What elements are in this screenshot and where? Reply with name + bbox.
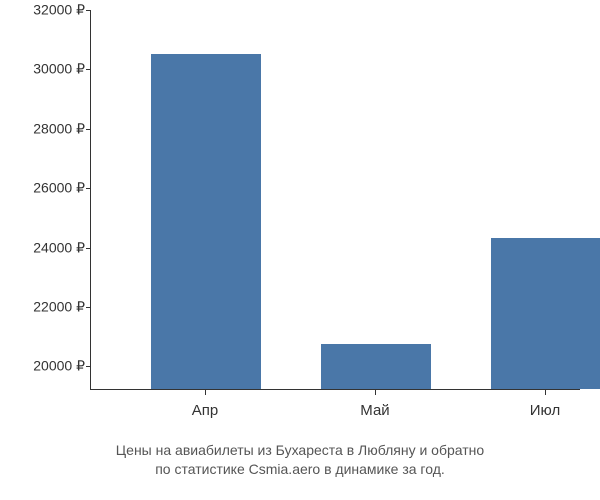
x-axis-label: Апр (192, 402, 218, 419)
caption-line1: Цены на авиабилеты из Бухареста в Люблян… (116, 442, 484, 458)
x-axis-label: Июл (530, 402, 560, 419)
y-axis-tick-label: 20000 ₽ (33, 358, 85, 375)
x-axis-label: Май (360, 402, 389, 419)
chart-container: Апр Май Июл (90, 10, 580, 420)
y-axis-tick-mark (86, 129, 91, 130)
y-axis-tick-label: 28000 ₽ (33, 120, 85, 137)
y-axis-tick-mark (86, 188, 91, 189)
bar (321, 344, 431, 389)
plot-area (90, 10, 580, 390)
y-axis-tick-label: 30000 ₽ (33, 61, 85, 78)
y-axis-tick-label: 32000 ₽ (33, 2, 85, 19)
y-axis-tick-mark (86, 69, 91, 70)
y-axis-tick-mark (86, 248, 91, 249)
x-axis-tick-mark (205, 390, 206, 395)
bar (491, 238, 600, 389)
bar (151, 54, 261, 389)
y-axis-tick-label: 26000 ₽ (33, 180, 85, 197)
y-axis-tick-label: 24000 ₽ (33, 239, 85, 256)
y-axis-tick-mark (86, 307, 91, 308)
x-axis-tick-mark (545, 390, 546, 395)
y-axis-tick-label: 22000 ₽ (33, 298, 85, 315)
caption-line2: по статистике Csmia.aero в динамике за г… (155, 461, 445, 477)
y-axis-tick-mark (86, 10, 91, 11)
x-axis-tick-mark (375, 390, 376, 395)
chart-caption: Цены на авиабилеты из Бухареста в Люблян… (0, 441, 600, 480)
y-axis-tick-mark (86, 366, 91, 367)
